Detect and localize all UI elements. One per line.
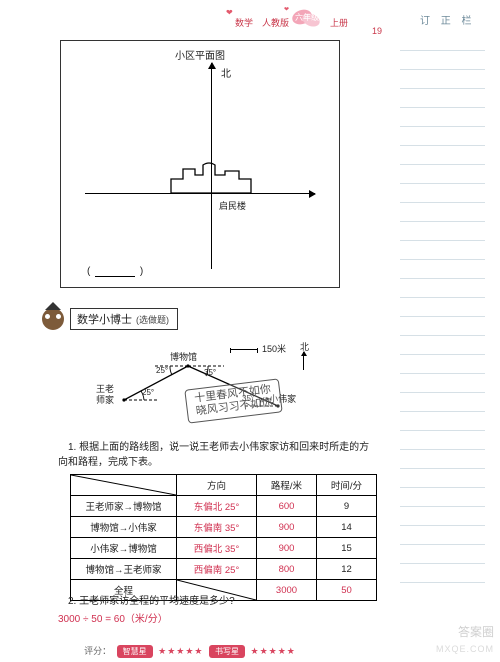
dist-cell: 800 [257,559,317,580]
dist-cell: 900 [257,517,317,538]
north-indicator: 北 [300,340,309,353]
leg-cell: 博物馆→王老师家 [71,559,177,580]
leg-cell: 王老师家→博物馆 [71,496,177,517]
time-cell: 9 [317,496,377,517]
col-distance: 路程/米 [257,475,317,496]
time-cell: 14 [317,517,377,538]
dir-cell: 东偏南 35° [177,517,257,538]
building-icon [169,161,253,193]
angle-25b: 25° [156,366,168,375]
col-direction: 方向 [177,475,257,496]
museum-label: 博物馆 [170,350,197,363]
table-row: 博物馆→小伟家 东偏南 35° 900 14 [71,517,377,538]
time-cell: 15 [317,538,377,559]
owl-icon [42,308,64,330]
paren-open: ( [87,266,90,277]
dir-cell: 东偏北 25° [177,496,257,517]
header-grade: 六年级 [295,12,319,23]
stars-icon: ★★★★★ [251,646,296,656]
correction-column-title: 订 正 栏 [420,12,476,27]
question-2-text: 2. 王老师家访全程的平均速度是多少? [58,594,378,609]
header-subject: 数学 [235,16,253,29]
time-cell: 12 [317,559,377,580]
header-volume: 上册 [330,16,348,29]
section-heading: 数学小博士 (选做题) [42,308,178,330]
page-number: 19 [372,26,382,36]
col-time: 时间/分 [317,475,377,496]
section-title: 数学小博士 [77,311,132,327]
rating-label: 评分： [84,646,111,656]
dist-cell: 900 [257,538,317,559]
figure1-title: 小区平面图 [61,47,339,62]
question-2-answer: 3000 ÷ 50 = 60（米/分） [58,610,168,625]
watermark-url: MXQE.COM [436,644,494,654]
correction-ruled-lines [400,50,485,610]
table-row: 小伟家→博物馆 西偏北 35° 900 15 [71,538,377,559]
stars-icon: ★★★★★ [158,646,203,656]
teacher-wang-home-label: 王老师家 [96,384,114,406]
route-map-figure: 博物馆 •小伟家 王老师家 北 150米 25° 25° 35° 35° 十里春… [100,336,310,430]
writing-chip: 书写星 [209,645,245,658]
watermark-text: 答案圈 [458,623,494,640]
grade-badge: 六年级 [292,8,326,28]
table-row: 王老师家→博物馆 东偏北 25° 600 9 [71,496,377,517]
scale-bar: 150米 [230,342,286,355]
table-row: 博物馆→王老师家 西偏南 25° 800 12 [71,559,377,580]
page-footer: 评分： 智慧星 ★★★★★ 书写星 ★★★★★ [0,644,380,658]
paren-close: ) [140,266,143,277]
dist-cell: 600 [257,496,317,517]
building-label: 启民楼 [219,199,246,212]
axis-horizontal [85,193,315,194]
wisdom-chip: 智慧星 [117,645,153,658]
dir-cell: 西偏南 25° [177,559,257,580]
community-plan-figure: 小区平面图 北 启民楼 ( ) [60,40,340,288]
leg-cell: 博物馆→小伟家 [71,517,177,538]
angle-25a: 25° [142,388,154,397]
heart-icon: ❤ [226,8,233,17]
dir-cell: 西偏北 35° [177,538,257,559]
heart-icon: ❤ [284,6,289,13]
table-corner [71,475,177,496]
leg-cell: 小伟家→博物馆 [71,538,177,559]
question-1-text: 1. 根据上面的路线图，说一说王老师去小伟家家访和回来时所走的方向和路程，完成下… [58,440,378,470]
angle-35a: 35° [204,368,216,377]
scale-placeholder: ( ) [87,266,143,277]
route-table: 方向 路程/米 时间/分 王老师家→博物馆 东偏北 25° 600 9 博物馆→… [70,474,377,601]
header-version: 人教版 [262,16,289,29]
north-label: 北 [221,65,231,80]
section-subtitle: (选做题) [136,313,169,326]
